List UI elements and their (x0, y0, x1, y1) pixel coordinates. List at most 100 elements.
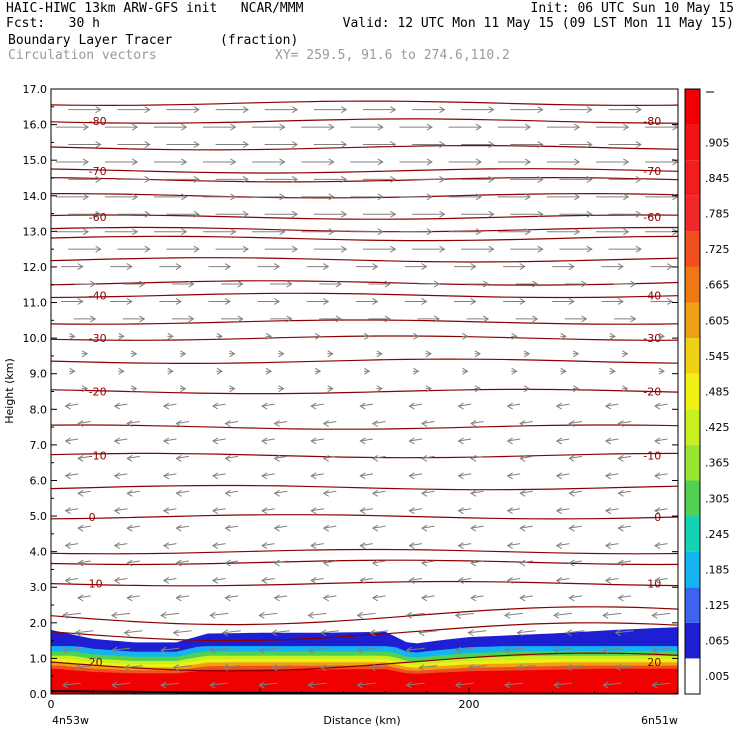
colorbar-swatch (685, 231, 700, 267)
vector-arrowhead (537, 106, 544, 114)
contour-label: 10 (89, 578, 103, 591)
y-tick-label: 1.0 (30, 652, 48, 665)
vector-arrowhead (425, 385, 432, 393)
vector-arrowhead (457, 507, 464, 515)
circulation-vector (65, 508, 79, 512)
vector-arrowhead (113, 507, 120, 515)
vector-arrowhead (408, 472, 415, 480)
vector-arrowhead (181, 123, 188, 131)
circulation-vector (618, 490, 632, 494)
vector-arrowhead (568, 559, 575, 567)
circulation-vector (569, 490, 582, 494)
colorbar-swatch (685, 587, 700, 623)
vector-arrowhead (211, 472, 219, 480)
vector-arrowhead (118, 332, 125, 340)
vector-arrowhead (310, 542, 317, 550)
vector-arrowhead (323, 263, 330, 271)
vector-arrowhead (307, 611, 314, 619)
circulation-vector (615, 665, 634, 669)
vector-arrowhead (553, 611, 560, 619)
vector-arrowhead (356, 611, 363, 619)
vector-arrowhead (581, 315, 588, 323)
circulation-vector (569, 560, 582, 564)
vector-arrowhead (273, 489, 280, 497)
vector-arrowhead (654, 437, 661, 445)
vector-arrowhead (462, 367, 469, 375)
vector-arrowhead (390, 175, 397, 183)
vector-arrowhead (279, 123, 286, 131)
vector-arrowhead (470, 454, 477, 462)
vector-arrowhead (475, 158, 482, 166)
vector-arrowhead (586, 210, 593, 218)
circulation-vector (455, 612, 474, 616)
vector-arrowhead (340, 175, 348, 183)
vector-arrowhead (77, 594, 84, 602)
circulation-vector (421, 595, 435, 599)
circulation-vector (652, 647, 671, 651)
circulation-vector (311, 438, 324, 442)
circulation-vector (261, 403, 275, 407)
vector-arrowhead (216, 367, 223, 375)
vector-arrowhead (604, 402, 612, 410)
vector-arrowhead (237, 315, 244, 323)
circulation-vector (520, 595, 533, 599)
circulation-vector (468, 665, 487, 669)
vector-arrowhead (307, 646, 314, 654)
vector-arrowhead (273, 263, 281, 271)
vector-arrowhead (130, 385, 138, 393)
colorbar-swatch (685, 373, 700, 410)
vector-arrowhead (614, 629, 621, 637)
circulation-vector (504, 682, 523, 686)
circulation-vector (210, 647, 229, 651)
vector-arrowhead (340, 245, 348, 253)
colorbar-label: .665 (705, 279, 730, 292)
vector-arrowhead (224, 420, 231, 427)
colorbar-swatch (685, 480, 700, 517)
colorbar-label: .065 (705, 635, 730, 648)
circulation-vector (323, 525, 337, 529)
vector-arrowhead (356, 681, 363, 689)
temperature-contour (51, 214, 678, 220)
vector-arrowhead (175, 524, 182, 532)
vector-arrowhead (586, 245, 593, 253)
vector-arrowhead (95, 106, 102, 114)
circulation-vector (556, 577, 570, 581)
vector-arrowhead (581, 280, 588, 288)
vector-arrowhead (439, 210, 446, 218)
colorbar-label: .245 (705, 528, 730, 541)
y-tick-label: 7.0 (30, 439, 48, 452)
circulation-vector (225, 421, 239, 425)
colorbar-swatch (685, 160, 700, 196)
vector-arrowhead (439, 141, 446, 148)
vector-arrowhead (322, 489, 329, 497)
temperature-contour (51, 358, 678, 364)
vector-arrowhead (314, 332, 322, 340)
vector-arrowhead (470, 594, 477, 602)
circulation-vector (163, 473, 177, 477)
vector-arrowhead (418, 664, 425, 672)
vector-arrowhead (553, 646, 560, 654)
temperature-contour (51, 388, 678, 395)
field-name: Boundary Layer Tracer (8, 33, 173, 48)
circulation-vector (553, 647, 573, 651)
circulation-vector (458, 543, 472, 547)
vector-arrowhead (359, 402, 366, 410)
vector-arrowhead (602, 681, 609, 689)
y-tick-label: 10.0 (23, 332, 48, 345)
vector-arrowhead (568, 489, 575, 497)
vector-arrowhead (654, 542, 661, 550)
circulation-vector (654, 438, 668, 442)
vector-arrowhead (630, 280, 637, 288)
colorbar-label: .125 (705, 599, 730, 612)
vector-arrowhead (180, 350, 187, 358)
vector-arrowhead (69, 367, 76, 375)
vector-arrowhead (635, 106, 642, 114)
vector-arrowhead (111, 681, 118, 689)
temperature-contour (51, 484, 678, 491)
vector-arrowhead (162, 437, 170, 445)
circulation-vector (308, 647, 327, 651)
circulation-vector (419, 630, 438, 634)
contour-label: 10 (647, 578, 661, 591)
temperature-contour (51, 235, 678, 242)
vector-arrowhead (77, 298, 84, 305)
